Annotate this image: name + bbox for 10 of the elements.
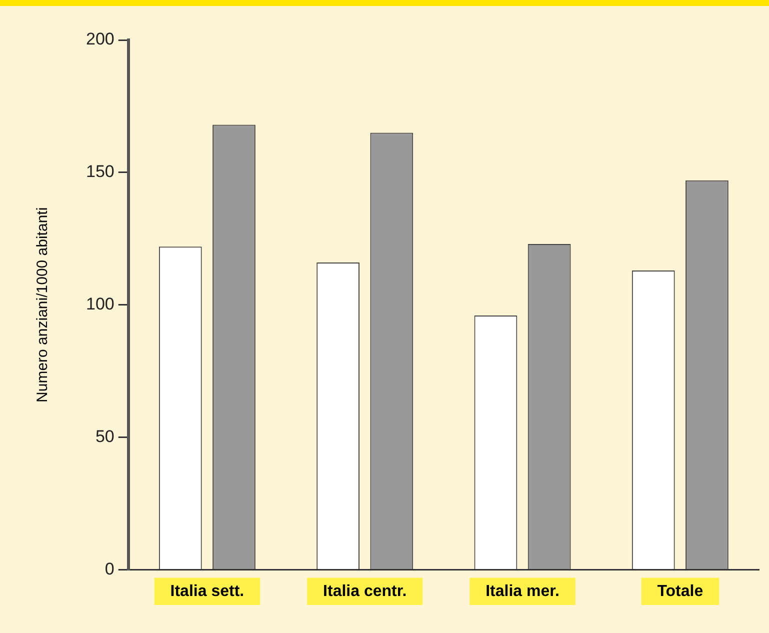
y-tick-label: 0 (104, 559, 114, 578)
x-tick-label: Italia centr. (323, 582, 407, 600)
x-tick-label: Italia mer. (486, 582, 560, 600)
x-tick-label: Italia sett. (170, 582, 244, 600)
y-axis-title: Numero anziani/1000 abitanti (34, 207, 52, 402)
y-tick-label: 200 (86, 30, 114, 49)
y-tick-label: 150 (86, 162, 114, 182)
y-tick-label: 100 (86, 294, 114, 314)
y-tick-label: 50 (95, 427, 114, 446)
x-tick-label: Totale (657, 582, 704, 600)
